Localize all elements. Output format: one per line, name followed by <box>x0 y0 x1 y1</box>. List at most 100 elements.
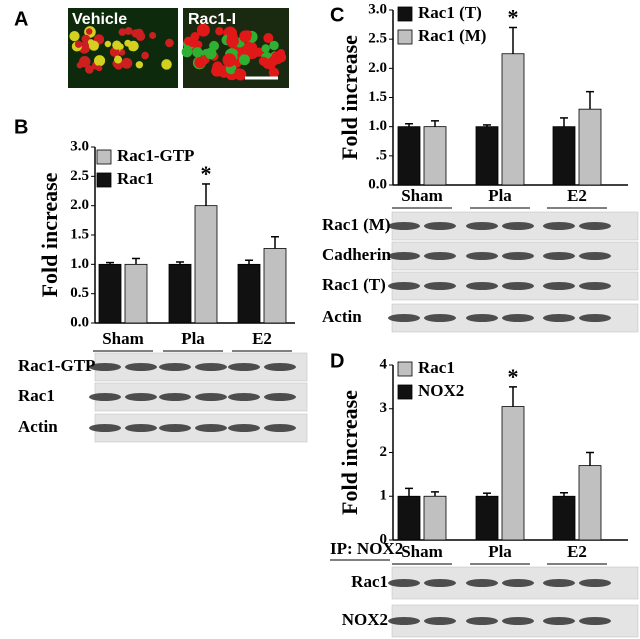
y-tick-label: 2.0 <box>70 197 89 213</box>
cell <box>212 61 223 73</box>
legend-label: Rac1-GTP <box>117 146 194 165</box>
cell <box>121 57 133 69</box>
significance-mark: * <box>508 364 519 389</box>
blot-band <box>159 393 191 401</box>
x-tick-label: Pla <box>488 542 512 561</box>
y-tick-label: 3 <box>380 400 388 416</box>
blot-band <box>579 314 611 322</box>
bar <box>423 495 447 541</box>
blot-band <box>125 363 157 371</box>
y-axis-label: Fold increase <box>37 172 62 297</box>
legend-label: NOX2 <box>418 381 464 400</box>
blot-band <box>424 252 456 260</box>
blot-band <box>502 222 534 230</box>
cell <box>196 23 210 37</box>
blot-band <box>466 579 498 587</box>
y-tick-label: 1.0 <box>70 256 89 272</box>
x-tick-label: Pla <box>181 329 205 348</box>
bar <box>397 495 421 541</box>
y-tick-label: 2.0 <box>368 60 387 76</box>
cell <box>234 68 244 77</box>
y-tick-label: 1.0 <box>368 118 387 134</box>
legend-label: Rac1 <box>117 169 154 188</box>
cell <box>238 54 250 66</box>
significance-mark: * <box>508 5 519 30</box>
y-tick-label: 3.0 <box>368 1 387 17</box>
y-tick-label: 2.5 <box>70 168 89 184</box>
blot-band <box>159 424 191 432</box>
cell <box>112 40 122 50</box>
cell <box>269 40 279 51</box>
cell <box>85 65 94 74</box>
cell <box>104 40 112 48</box>
y-tick-label: 1.5 <box>368 89 387 105</box>
cell <box>74 40 83 48</box>
blot-band <box>228 363 260 371</box>
y-tick-label: 2.5 <box>368 31 387 47</box>
cell <box>165 38 174 48</box>
blot-band <box>264 424 296 432</box>
bar <box>263 248 287 324</box>
cell <box>141 51 149 60</box>
y-tick-label: 3.0 <box>70 138 89 154</box>
cell <box>76 61 84 69</box>
legend-label: Rac1 <box>418 358 455 377</box>
panel-label: D <box>330 350 344 372</box>
x-tick-label: E2 <box>567 542 587 561</box>
bar <box>98 263 122 324</box>
legend-swatch <box>397 6 413 22</box>
cell <box>190 32 200 41</box>
bar <box>501 406 525 541</box>
cell <box>192 47 203 58</box>
blot-label: Actin <box>18 417 58 436</box>
y-axis-label: Fold increase <box>337 390 362 515</box>
bar <box>552 126 576 186</box>
legend-label: Rac1 (T) <box>418 3 482 22</box>
blot-band <box>89 424 121 432</box>
blot-label: Cadherin <box>322 245 392 264</box>
blot-band <box>502 314 534 322</box>
cell <box>96 65 103 72</box>
bar <box>397 126 421 186</box>
blot-band <box>424 282 456 290</box>
cell <box>258 56 269 66</box>
cell <box>161 59 172 70</box>
y-tick-label: 0.5 <box>70 285 89 301</box>
cell <box>194 56 206 69</box>
bar <box>578 465 602 541</box>
panel-label: A <box>14 8 28 30</box>
cell <box>239 30 252 43</box>
x-tick-label: Sham <box>102 329 144 348</box>
blot-band <box>543 252 575 260</box>
y-tick-label: 4 <box>380 356 388 372</box>
cell <box>269 55 280 66</box>
blot-band <box>89 363 121 371</box>
blot-band <box>424 617 456 625</box>
cell <box>205 47 217 60</box>
x-tick-label: E2 <box>567 186 587 205</box>
significance-mark: * <box>201 161 212 186</box>
blot-band <box>579 579 611 587</box>
blot-band <box>543 579 575 587</box>
blot-band <box>195 424 227 432</box>
blot-label: Rac1 <box>18 386 55 405</box>
y-tick-label: 0.0 <box>368 176 387 192</box>
blot-band <box>466 314 498 322</box>
cell <box>222 53 237 68</box>
x-tick-label: Sham <box>401 186 443 205</box>
blot-label: Rac1 (M) <box>322 215 390 234</box>
y-tick-label: 1.5 <box>70 226 89 242</box>
blot-band <box>502 617 534 625</box>
blot-label: Actin <box>322 307 362 326</box>
blot-band <box>159 363 191 371</box>
blot-band <box>543 314 575 322</box>
cell <box>94 55 106 67</box>
bar <box>423 126 447 186</box>
blot-label: Rac1-GTP <box>18 356 95 375</box>
cell <box>135 61 144 69</box>
image-label: Vehicle <box>72 11 127 28</box>
cell <box>263 32 274 44</box>
blot-band <box>466 617 498 625</box>
legend-label: Rac1 (M) <box>418 26 486 45</box>
